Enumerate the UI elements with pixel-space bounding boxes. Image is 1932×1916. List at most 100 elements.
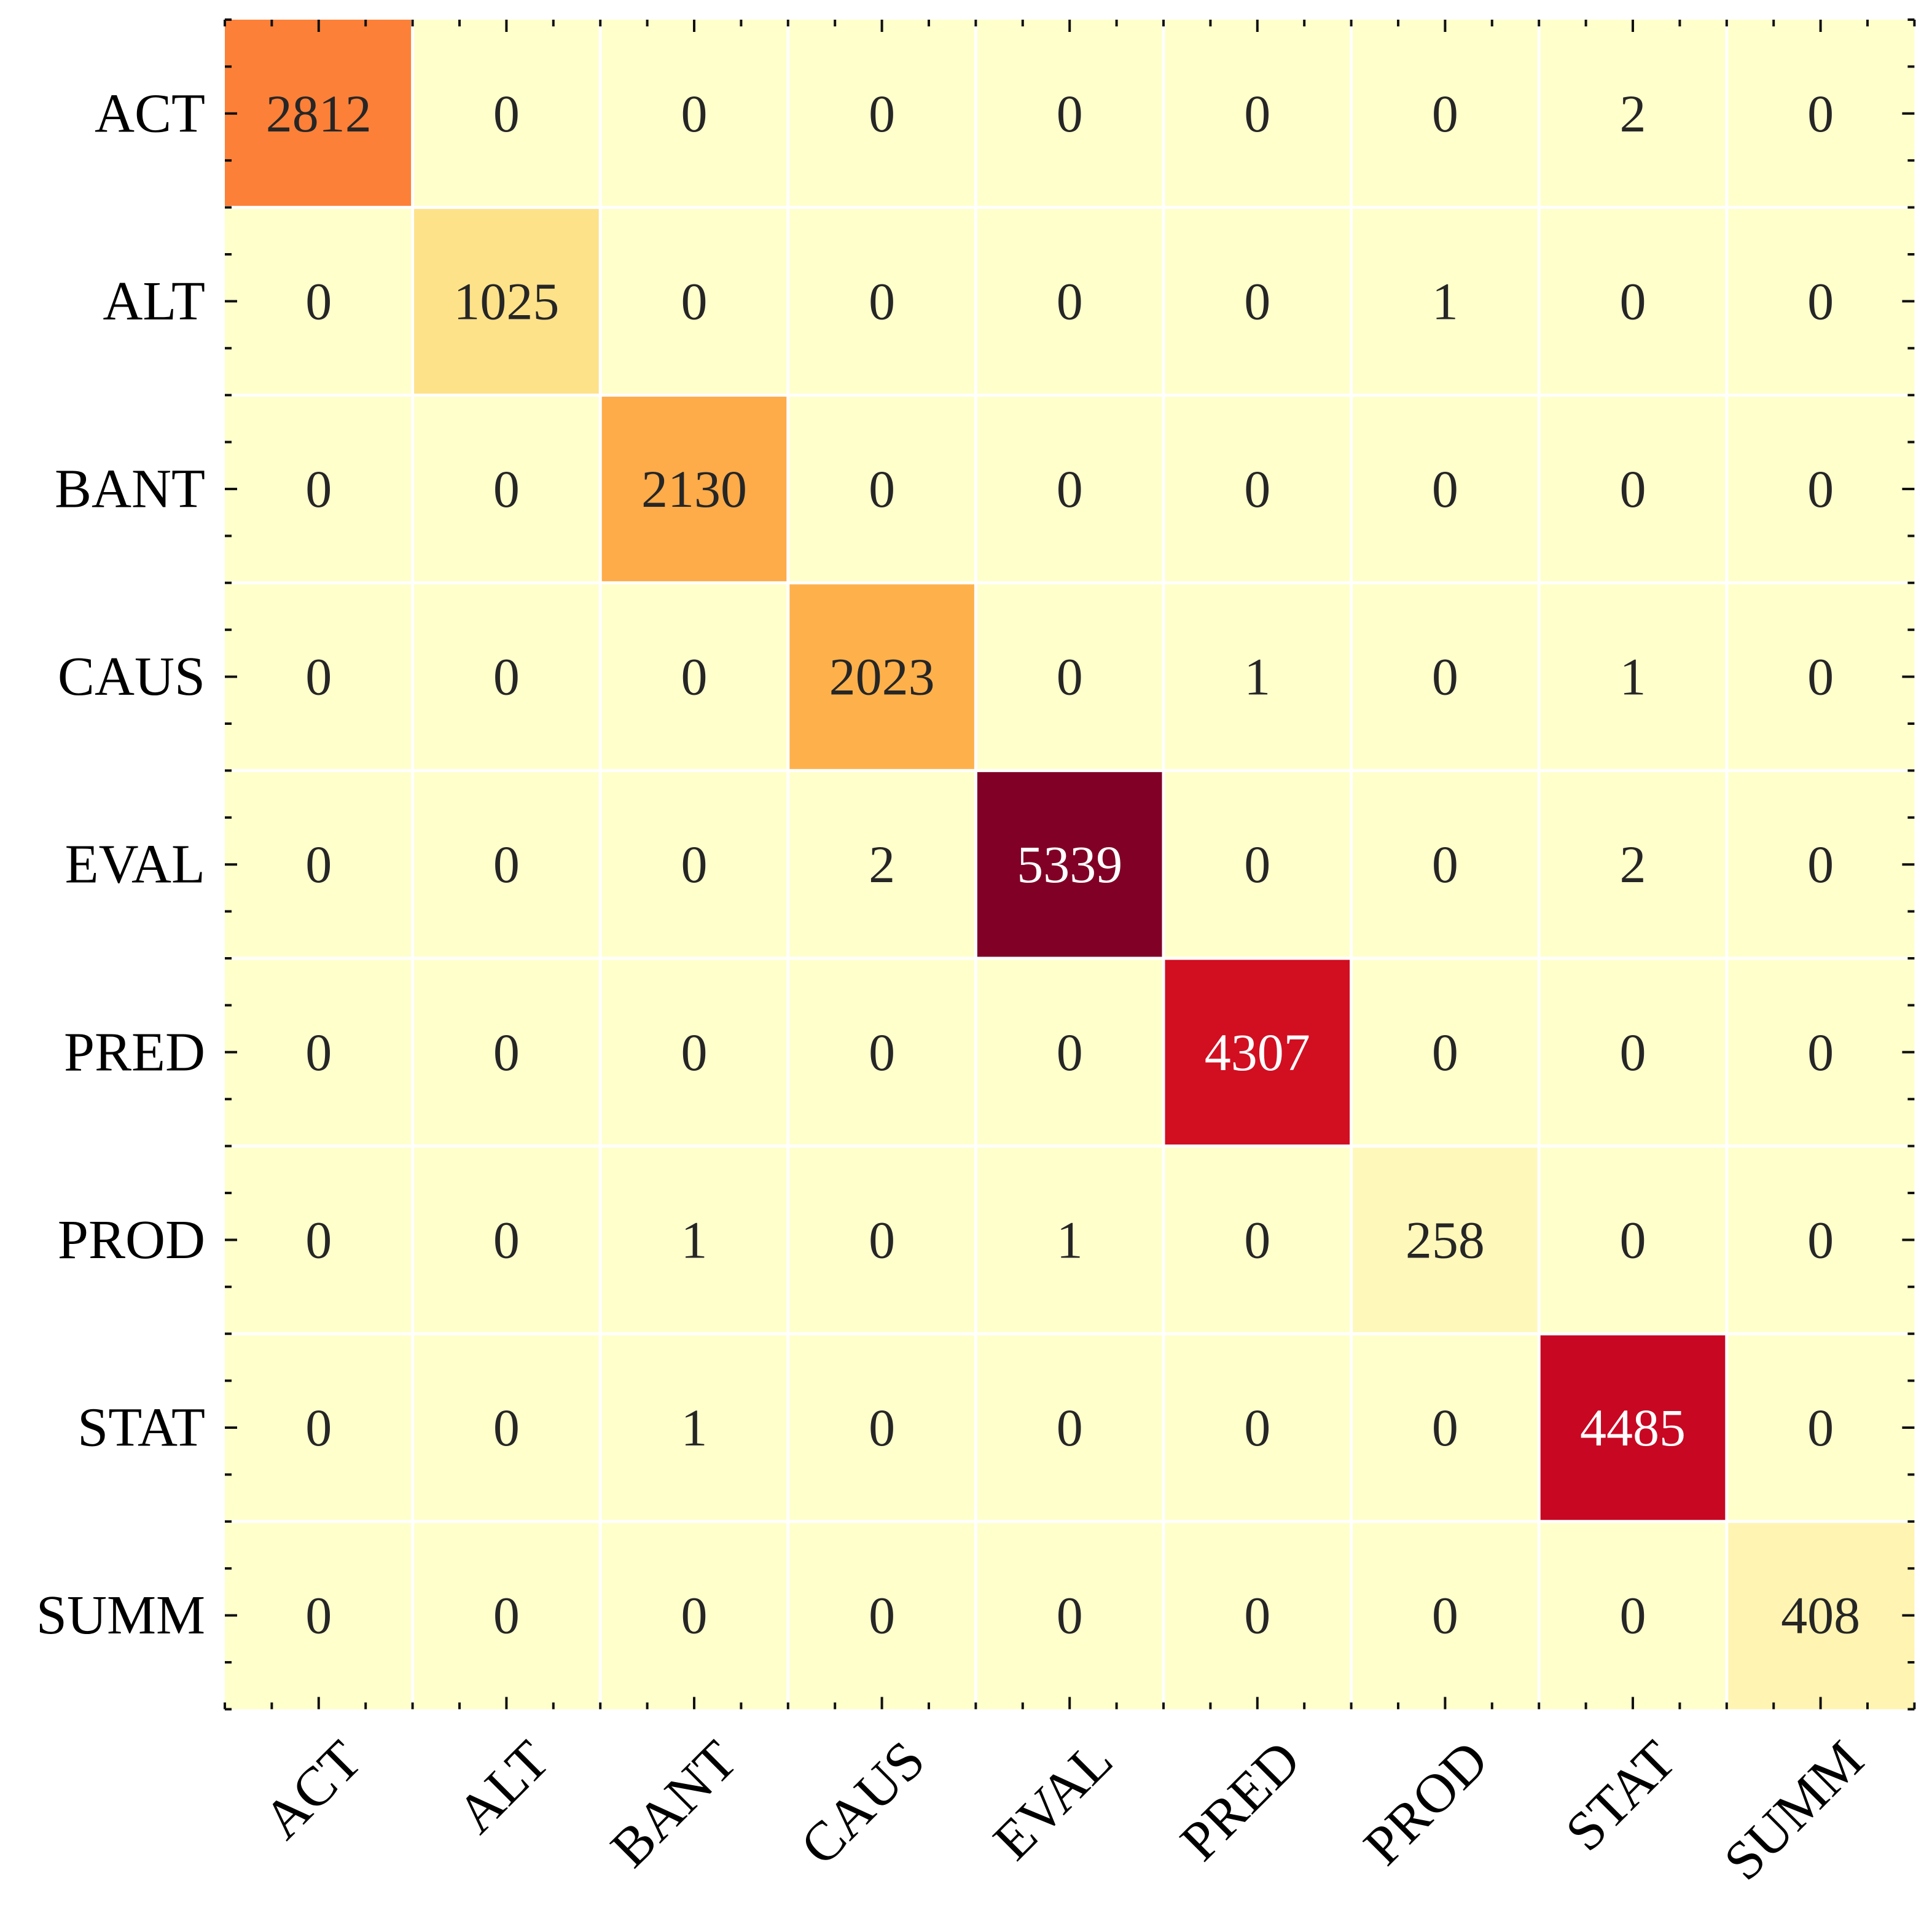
- cell-value-caus-summ: 0: [1807, 647, 1834, 706]
- heatmap-cell-eval-caus: [788, 770, 976, 958]
- cell-value-prod-act: 0: [305, 1210, 332, 1269]
- x-tick-label-caus: CAUS: [789, 1729, 937, 1877]
- heatmap-cell-summ-summ: [1726, 1521, 1915, 1710]
- cell-value-stat-stat: 4485: [1580, 1398, 1686, 1457]
- heatmap-cell-summ-stat: [1539, 1521, 1727, 1710]
- cell-value-pred-prod: 0: [1432, 1023, 1458, 1082]
- heatmap-cell-eval-summ: [1726, 770, 1915, 958]
- heatmap-cell-bant-prod: [1351, 395, 1539, 583]
- heatmap-cell-caus-caus: [788, 582, 976, 771]
- cell-value-stat-caus: 0: [869, 1398, 895, 1457]
- cell-value-stat-eval: 0: [1057, 1398, 1083, 1457]
- x-tick-label-act: ACT: [252, 1729, 373, 1850]
- cell-value-alt-prod: 1: [1432, 272, 1458, 330]
- heatmap-cell-alt-alt: [412, 207, 601, 396]
- heatmap-cell-summ-eval: [976, 1521, 1164, 1710]
- cell-value-bant-alt: 0: [493, 459, 520, 518]
- cell-value-alt-summ: 0: [1807, 272, 1834, 330]
- cell-value-summ-eval: 0: [1057, 1586, 1083, 1645]
- cell-value-stat-summ: 0: [1807, 1398, 1834, 1457]
- cell-value-eval-act: 0: [305, 835, 332, 894]
- heatmap-cell-eval-act: [225, 770, 413, 958]
- cell-value-summ-pred: 0: [1244, 1586, 1270, 1645]
- heatmap-cell-bant-eval: [976, 395, 1164, 583]
- cell-value-prod-alt: 0: [493, 1210, 520, 1269]
- cell-value-eval-caus: 2: [869, 835, 895, 894]
- cell-value-act-act: 2812: [266, 84, 372, 143]
- heatmap-cell-stat-alt: [412, 1334, 601, 1522]
- cell-value-stat-pred: 0: [1244, 1398, 1270, 1457]
- x-tick-label-alt: ALT: [445, 1729, 561, 1845]
- cell-value-pred-pred: 4307: [1205, 1023, 1310, 1082]
- heatmap-cell-act-prod: [1351, 20, 1539, 208]
- cell-value-summ-act: 0: [305, 1586, 332, 1645]
- cell-value-caus-eval: 0: [1057, 647, 1083, 706]
- heatmap-cell-summ-act: [225, 1521, 413, 1710]
- cell-value-summ-stat: 0: [1620, 1586, 1646, 1645]
- cell-value-prod-summ: 0: [1807, 1210, 1834, 1269]
- x-tick-label-stat: STAT: [1554, 1729, 1688, 1863]
- heatmap-cell-bant-act: [225, 395, 413, 583]
- cell-value-pred-alt: 0: [493, 1023, 520, 1082]
- cell-value-eval-stat: 2: [1620, 835, 1646, 894]
- cell-value-stat-prod: 0: [1432, 1398, 1458, 1457]
- heatmap-cell-pred-stat: [1539, 958, 1727, 1146]
- heatmap-cell-act-caus: [788, 20, 976, 208]
- y-tick-label-alt: ALT: [103, 271, 205, 332]
- y-tick-label-summ: SUMM: [36, 1585, 205, 1646]
- heatmap-cell-eval-alt: [412, 770, 601, 958]
- cell-value-summ-caus: 0: [869, 1586, 895, 1645]
- heatmap-cell-act-bant: [600, 20, 788, 208]
- heatmap-cell-summ-alt: [412, 1521, 601, 1710]
- cell-value-caus-alt: 0: [493, 647, 520, 706]
- cell-value-prod-caus: 0: [869, 1210, 895, 1269]
- heatmap-cell-bant-caus: [788, 395, 976, 583]
- heatmap-cell-pred-act: [225, 958, 413, 1146]
- x-tick-label-pred: PRED: [1169, 1729, 1312, 1872]
- cell-value-pred-stat: 0: [1620, 1023, 1646, 1082]
- heatmap-cell-prod-prod: [1351, 1146, 1539, 1334]
- cell-value-bant-prod: 0: [1432, 459, 1458, 518]
- cell-value-caus-stat: 1: [1620, 647, 1646, 706]
- heatmap-cells: [225, 20, 1915, 1710]
- cell-value-alt-stat: 0: [1620, 272, 1646, 330]
- heatmap-cell-stat-pred: [1164, 1334, 1351, 1522]
- heatmap-cell-prod-caus: [788, 1146, 976, 1334]
- heatmap-cell-alt-pred: [1164, 207, 1351, 396]
- heatmap-cell-alt-prod: [1351, 207, 1539, 396]
- cell-value-act-pred: 0: [1244, 84, 1270, 143]
- y-tick-label-act: ACT: [95, 83, 205, 144]
- heatmap-cell-act-stat: [1539, 20, 1727, 208]
- heatmap-cell-summ-bant: [600, 1521, 788, 1710]
- cell-value-pred-caus: 0: [869, 1023, 895, 1082]
- axis-ticks: [224, 18, 1916, 1711]
- heatmap-cell-alt-caus: [788, 207, 976, 396]
- heatmap-cell-prod-stat: [1539, 1146, 1727, 1334]
- heatmap-cell-stat-act: [225, 1334, 413, 1522]
- cell-value-act-prod: 0: [1432, 84, 1458, 143]
- heatmap-cell-stat-caus: [788, 1334, 976, 1522]
- cell-value-alt-bant: 0: [681, 272, 708, 330]
- heatmap-gridlines: [225, 20, 1915, 1710]
- heatmap-cell-bant-stat: [1539, 395, 1727, 583]
- heatmap-cell-eval-stat: [1539, 770, 1727, 958]
- cell-value-eval-bant: 0: [681, 835, 708, 894]
- heatmap-cell-bant-pred: [1164, 395, 1351, 583]
- heatmap-cell-caus-alt: [412, 582, 601, 771]
- cell-value-prod-bant: 1: [681, 1210, 708, 1269]
- cell-value-pred-summ: 0: [1807, 1023, 1834, 1082]
- cell-value-act-eval: 0: [1057, 84, 1083, 143]
- heatmap-cell-act-summ: [1726, 20, 1915, 208]
- heatmap-cell-pred-alt: [412, 958, 601, 1146]
- cell-value-caus-bant: 0: [681, 647, 708, 706]
- cell-value-stat-alt: 0: [493, 1398, 520, 1457]
- cell-value-act-summ: 0: [1807, 84, 1834, 143]
- x-tick-label-prod: PROD: [1352, 1729, 1500, 1877]
- cell-value-caus-prod: 0: [1432, 647, 1458, 706]
- heatmap-cell-alt-bant: [600, 207, 788, 396]
- heatmap-cell-act-act: [225, 20, 413, 208]
- cell-value-bant-bant: 2130: [641, 459, 747, 518]
- heatmap-cell-stat-stat: [1539, 1334, 1727, 1522]
- cell-value-prod-prod: 258: [1406, 1210, 1485, 1269]
